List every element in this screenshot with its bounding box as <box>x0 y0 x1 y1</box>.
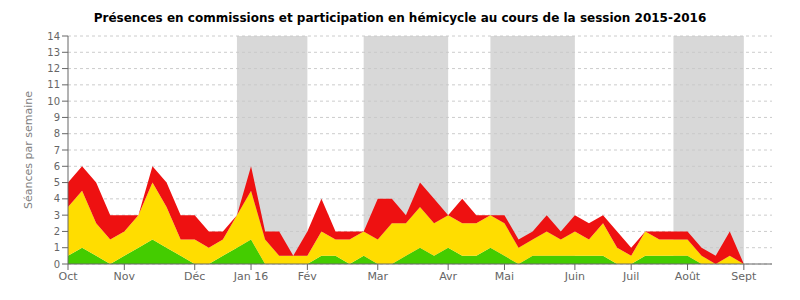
svg-text:5: 5 <box>54 177 60 188</box>
svg-text:13: 13 <box>47 47 60 58</box>
svg-text:Mar: Mar <box>367 270 388 283</box>
svg-text:Juil: Juil <box>622 270 639 283</box>
svg-text:14: 14 <box>47 31 60 42</box>
svg-text:Oct: Oct <box>58 270 78 283</box>
svg-text:2: 2 <box>54 226 60 237</box>
svg-text:3: 3 <box>54 210 60 221</box>
svg-text:1: 1 <box>54 242 60 253</box>
svg-text:11: 11 <box>47 79 60 90</box>
svg-text:8: 8 <box>54 128 60 139</box>
svg-text:Fév: Fév <box>298 270 317 283</box>
svg-text:4: 4 <box>54 193 60 204</box>
html-text:Présences en commissions et pa: Présences en commissions et participatio… <box>93 11 707 25</box>
svg-text:Août: Août <box>675 270 701 283</box>
svg-text:9: 9 <box>54 112 60 123</box>
svg-text:6: 6 <box>54 161 60 172</box>
svg-text:Nov: Nov <box>114 270 136 283</box>
svg-text:12: 12 <box>47 63 60 74</box>
svg-text:Déc: Déc <box>184 270 205 283</box>
svg-text:0: 0 <box>54 259 60 270</box>
svg-text:Séances par semaine: Séances par semaine <box>22 91 35 209</box>
svg-text:Avr: Avr <box>439 270 457 283</box>
svg-text:Jan 16: Jan 16 <box>233 270 268 283</box>
svg-text:10: 10 <box>47 96 60 107</box>
svg-text:Mai: Mai <box>495 270 514 283</box>
svg-text:7: 7 <box>54 145 60 156</box>
svg-text:Sept: Sept <box>731 270 757 283</box>
svg-text:Juin: Juin <box>564 270 585 283</box>
